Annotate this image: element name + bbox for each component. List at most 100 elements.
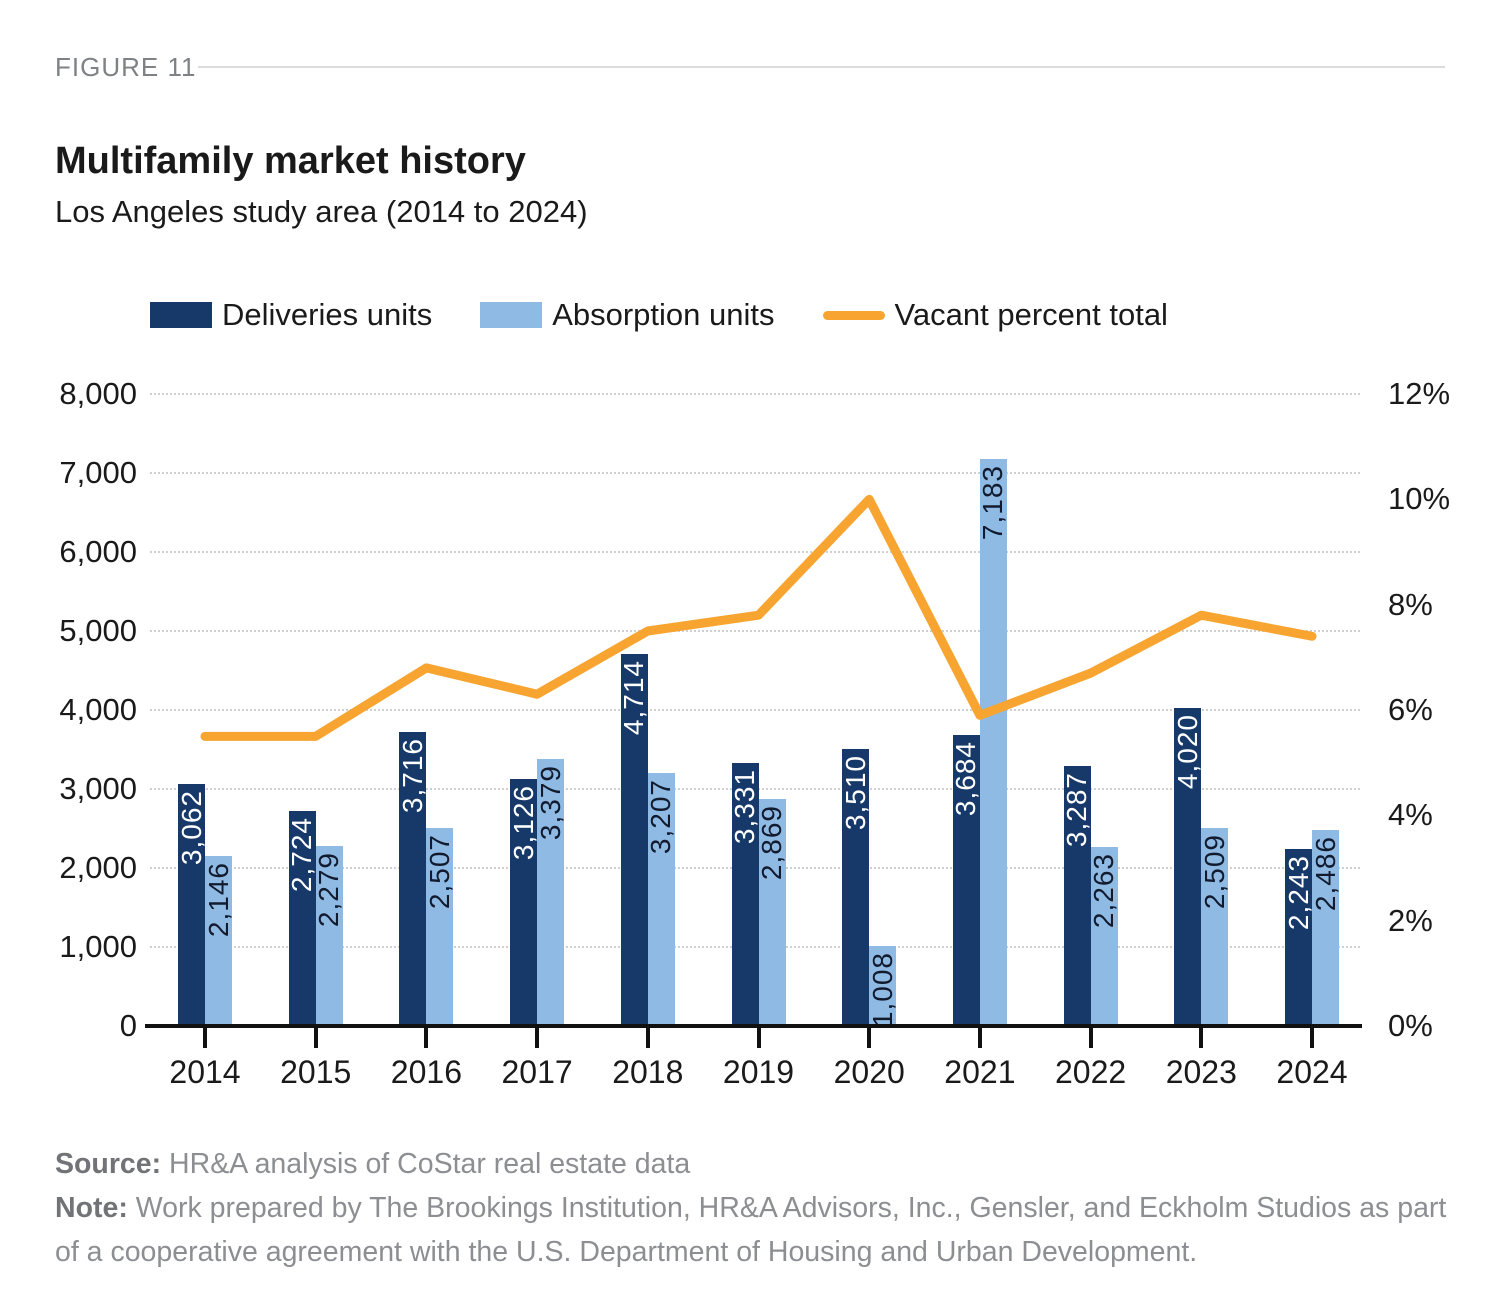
bar-deliveries-2018: 4,714 <box>618 653 650 1026</box>
legend-item-deliveries: Deliveries units <box>150 297 432 333</box>
bar-value-text: 4,020 <box>1171 714 1203 790</box>
y-axis-left-tick-label: 5,000 <box>59 613 137 648</box>
x-axis-year-label: 2021 <box>944 1054 1016 1090</box>
bar-value-label: 2,146 <box>203 862 234 937</box>
bar-value-label: 3,331 <box>729 768 760 844</box>
x-axis-tick <box>867 1028 872 1048</box>
x-axis-tick <box>313 1028 318 1048</box>
x-axis-tick <box>1310 1028 1314 1048</box>
bar-value-text: 2,243 <box>1282 854 1314 930</box>
bar-value-text: 2,263 <box>1088 853 1120 929</box>
bar-value-text: 2,724 <box>286 816 318 892</box>
chart-subtitle: Los Angeles study area (2014 to 2024) <box>55 194 588 229</box>
x-axis-tick <box>1199 1028 1204 1048</box>
bar-value-text: 4,714 <box>618 659 650 735</box>
bar-value-label: 4,714 <box>618 659 650 735</box>
x-axis-year-label: 2023 <box>1165 1054 1237 1090</box>
bar-value-label: 3,379 <box>535 765 566 840</box>
bar-absorption-2017: 3,379 <box>535 759 566 1026</box>
bar-value-text: 3,331 <box>729 768 760 844</box>
y-axis-left-tick-label: 8,000 <box>59 376 137 411</box>
gridline <box>150 472 1360 474</box>
x-axis-year-label: 2018 <box>612 1054 684 1090</box>
x-axis-year-label: 2024 <box>1276 1054 1348 1090</box>
bar-value-label: 3,126 <box>507 785 539 861</box>
bar-absorption-2015: 2,279 <box>313 845 344 1026</box>
y-axis-right-tick-label: 6% <box>1388 692 1433 727</box>
bar-value-label: 2,869 <box>756 805 787 881</box>
x-axis-year-label: 2019 <box>722 1054 795 1090</box>
bar-absorption-2022: 2,263 <box>1088 847 1120 1026</box>
bar-value-text: 3,207 <box>645 778 677 854</box>
bar-absorption-2020: 1,008 <box>867 946 898 1027</box>
bar-deliveries-2015: 2,724 <box>286 810 318 1026</box>
x-axis-tick <box>203 1028 207 1048</box>
legend-label-vacancy: Vacant percent total <box>894 297 1168 332</box>
bar-value-text: 2,486 <box>1309 835 1341 911</box>
bar-deliveries-2014: 3,062 <box>175 784 207 1026</box>
bar-value-text: 7,183 <box>977 464 1009 540</box>
bar-absorption-2016: 2,507 <box>423 827 455 1026</box>
vacancy-line-swatch-icon <box>822 310 885 320</box>
bar-value-label: 2,509 <box>1199 834 1230 909</box>
bar-value-label: 2,486 <box>1309 835 1341 911</box>
x-axis-year-label: 2020 <box>833 1054 905 1090</box>
absorption-swatch-icon <box>480 302 543 328</box>
y-axis-left-tick-label: 2,000 <box>59 850 137 885</box>
x-axis-line <box>145 1024 1362 1028</box>
x-axis-tick <box>756 1028 761 1048</box>
y-axis-left-tick-label: 3,000 <box>59 771 137 806</box>
y-axis-left-tick-label: 4,000 <box>59 692 137 727</box>
source-note: Source: HR&A analysis of CoStar real est… <box>55 1142 1455 1186</box>
x-axis-year-label: 2022 <box>1055 1054 1127 1090</box>
y-axis-right-tick-label: 10% <box>1388 481 1451 517</box>
bar-value-text: 3,684 <box>950 740 982 817</box>
deliveries-swatch-icon <box>150 302 212 328</box>
bar-value-label: 2,507 <box>423 833 455 910</box>
bar-value-label: 3,207 <box>645 778 677 854</box>
y-axis-left-tick-label: 6,000 <box>59 534 137 569</box>
bar-value-label: 2,279 <box>313 852 344 927</box>
chart-title: Multifamily market history <box>55 140 526 182</box>
bar-value-label: 2,263 <box>1088 853 1120 929</box>
y-axis-right-tick-label: 12% <box>1388 376 1451 411</box>
gridline <box>150 551 1360 553</box>
bar-absorption-2014: 2,146 <box>203 856 234 1026</box>
bar-value-text: 2,507 <box>423 833 455 910</box>
bar-deliveries-2021: 3,684 <box>950 734 982 1026</box>
y-axis-left-tick-label: 0 <box>119 1008 137 1043</box>
bar-value-label: 2,724 <box>286 816 318 892</box>
bar-deliveries-2023: 4,020 <box>1171 708 1203 1026</box>
bar-value-text: 3,126 <box>507 785 539 861</box>
bar-deliveries-2024: 2,243 <box>1282 848 1314 1026</box>
bar-value-label: 2,243 <box>1282 854 1314 930</box>
source-label: Source: <box>55 1148 162 1180</box>
note-label: Note: <box>55 1192 128 1224</box>
bar-deliveries-2022: 3,287 <box>1061 766 1092 1026</box>
x-axis-year-label: 2014 <box>169 1054 241 1090</box>
source-text: HR&A analysis of CoStar real estate data <box>161 1148 691 1180</box>
bar-value-label: 7,183 <box>977 464 1009 540</box>
x-axis-tick <box>424 1028 429 1048</box>
bar-deliveries-2020: 3,510 <box>839 748 871 1026</box>
bar-value-text: 2,869 <box>756 805 787 881</box>
bar-deliveries-2019: 3,331 <box>729 762 760 1026</box>
bar-absorption-2021: 7,183 <box>977 458 1009 1026</box>
bar-absorption-2023: 2,509 <box>1199 827 1230 1026</box>
y-axis-right-tick-label: 2% <box>1388 902 1433 938</box>
bar-value-label: 3,510 <box>839 754 871 830</box>
bar-value-text: 3,510 <box>839 754 871 830</box>
note-text: Work prepared by The Brookings Instituti… <box>55 1192 1447 1268</box>
gridline <box>150 393 1360 395</box>
bar-deliveries-2017: 3,126 <box>507 779 539 1026</box>
y-axis-left-tick-label: 7,000 <box>59 455 137 490</box>
bar-absorption-2024: 2,486 <box>1309 829 1341 1026</box>
bar-absorption-2018: 3,207 <box>645 772 677 1026</box>
x-axis-year-label: 2015 <box>280 1054 352 1090</box>
legend-label-deliveries: Deliveries units <box>222 297 433 332</box>
x-axis-tick <box>645 1028 650 1048</box>
y-axis-right-tick-label: 4% <box>1388 797 1433 833</box>
legend-item-absorption: Absorption units <box>480 297 775 333</box>
legend: Deliveries units Absorption units Vacant… <box>150 297 1168 333</box>
bar-value-text: 3,062 <box>175 790 207 866</box>
